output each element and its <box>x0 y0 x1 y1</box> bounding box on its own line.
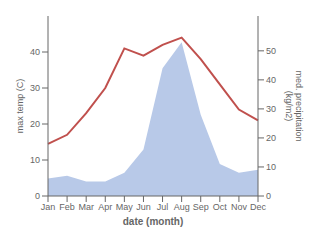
svg-text:Sep: Sep <box>193 202 209 212</box>
svg-text:Mar: Mar <box>78 202 94 212</box>
svg-text:0: 0 <box>35 191 40 201</box>
svg-text:Oct: Oct <box>213 202 228 212</box>
svg-text:med. precipitation(kg/m2): med. precipitation(kg/m2) <box>284 70 304 141</box>
svg-text:Feb: Feb <box>59 202 75 212</box>
svg-text:30: 30 <box>30 83 40 93</box>
svg-text:date (month): date (month) <box>123 216 184 227</box>
svg-text:Jun: Jun <box>136 202 151 212</box>
svg-text:Apr: Apr <box>98 202 112 212</box>
svg-text:30: 30 <box>266 104 276 114</box>
svg-text:Nov: Nov <box>231 202 248 212</box>
svg-text:10: 10 <box>30 155 40 165</box>
svg-text:0: 0 <box>266 191 271 201</box>
svg-text:10: 10 <box>266 162 276 172</box>
svg-text:40: 40 <box>266 75 276 85</box>
svg-text:max temp (C): max temp (C) <box>15 79 25 134</box>
svg-text:40: 40 <box>30 47 40 57</box>
svg-text:20: 20 <box>30 119 40 129</box>
svg-text:50: 50 <box>266 46 276 56</box>
svg-text:Jan: Jan <box>41 202 56 212</box>
svg-text:Jul: Jul <box>157 202 169 212</box>
svg-text:May: May <box>116 202 134 212</box>
svg-text:20: 20 <box>266 133 276 143</box>
svg-text:Dec: Dec <box>250 202 267 212</box>
svg-text:Aug: Aug <box>174 202 190 212</box>
